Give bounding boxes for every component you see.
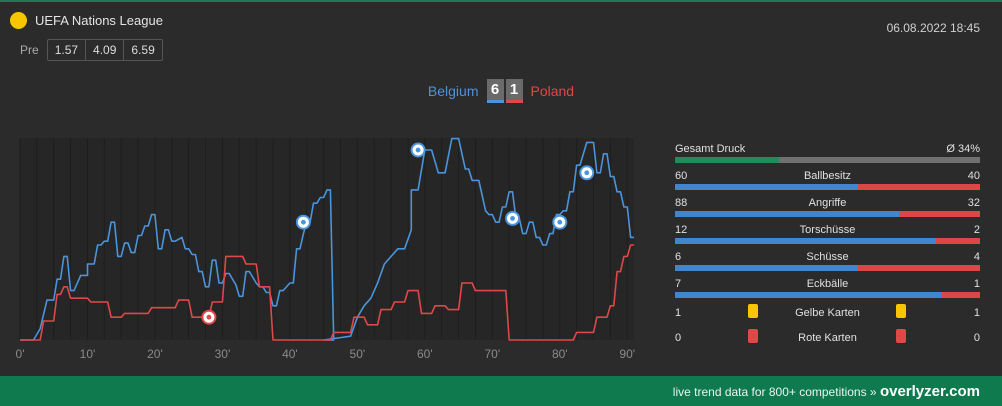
card-row: 1 Gelbe Karten 1 xyxy=(675,302,980,327)
away-score: 1 xyxy=(505,79,523,103)
stat-label: Schüsse xyxy=(806,251,849,263)
home-goal-icon[interactable] xyxy=(552,214,568,230)
stat-row: 7 Eckbälle 1 xyxy=(675,275,980,302)
x-tick-label: 90' xyxy=(619,347,635,361)
stat-bar xyxy=(675,265,980,271)
x-tick-label: 50' xyxy=(350,347,366,361)
druck-bar xyxy=(675,157,980,163)
card-away-value: 0 xyxy=(973,332,980,344)
stat-row: 6 Schüsse 4 xyxy=(675,248,980,275)
x-tick-label: 10' xyxy=(80,347,96,361)
druck-label: Gesamt Druck xyxy=(675,143,746,155)
scoreline: Belgium 6 1 Poland xyxy=(0,79,1002,103)
stat-bar-away xyxy=(858,184,980,190)
x-tick-label: 20' xyxy=(147,347,163,361)
league-header: UEFA Nations League xyxy=(10,12,163,29)
footer-link[interactable]: live trend data for 800+ competitions » … xyxy=(673,383,980,400)
stat-bar-home xyxy=(675,292,942,298)
stat-bar-away xyxy=(936,238,980,244)
stat-druck: Gesamt Druck Ø 34% xyxy=(675,140,980,167)
brand-logo: overlyzer.com xyxy=(879,383,980,400)
home-goal-icon[interactable] xyxy=(579,165,595,181)
stat-bar-home xyxy=(675,238,937,244)
away-team-name[interactable]: Poland xyxy=(530,83,575,99)
x-tick-label: 40' xyxy=(282,347,298,361)
home-team-name[interactable]: Belgium xyxy=(427,83,479,99)
odds-row: Pre 1.57 4.09 6.59 xyxy=(20,39,163,61)
card-label: Rote Karten xyxy=(798,332,857,344)
stat-bar-home xyxy=(675,211,899,217)
card-away-value: 1 xyxy=(973,307,980,319)
stat-bar-away xyxy=(941,292,980,298)
footer-bar: live trend data for 800+ competitions » … xyxy=(0,376,1002,406)
plot-area xyxy=(20,138,634,340)
stat-label: Torschüsse xyxy=(799,224,856,236)
stat-bar xyxy=(675,211,980,217)
stat-bar xyxy=(675,238,980,244)
stat-away-value: 1 xyxy=(973,278,980,290)
odds-box: 1.57 4.09 6.59 xyxy=(46,39,163,61)
yellow-card-icon xyxy=(748,304,758,318)
stat-home-value: 6 xyxy=(675,251,682,263)
stat-away-value: 32 xyxy=(967,197,980,209)
odds-label: Pre xyxy=(20,43,39,57)
stat-home-value: 88 xyxy=(675,197,688,209)
stat-label: Ballbesitz xyxy=(803,170,852,182)
red-card-icon xyxy=(748,329,758,343)
league-name: UEFA Nations League xyxy=(35,13,163,28)
card-row: 0 Rote Karten 0 xyxy=(675,327,980,352)
stat-away-value: 40 xyxy=(967,170,980,182)
stat-home-value: 60 xyxy=(675,170,688,182)
odds-away[interactable]: 6.59 xyxy=(131,43,155,57)
match-date: 06.08.2022 18:45 xyxy=(886,21,980,35)
stat-bar-away xyxy=(898,211,980,217)
away-goal-icon[interactable] xyxy=(201,309,217,325)
x-tick-label: 0' xyxy=(16,347,25,361)
away-pressure-line xyxy=(20,244,634,341)
stat-bar-home xyxy=(675,265,858,271)
stat-bar-home xyxy=(675,184,858,190)
druck-bar-rest xyxy=(778,157,980,163)
league-ball-icon xyxy=(10,12,27,29)
home-score: 6 xyxy=(486,79,504,103)
home-goal-icon[interactable] xyxy=(505,210,521,226)
odds-draw[interactable]: 4.09 xyxy=(86,40,125,60)
stat-bar xyxy=(675,292,980,298)
home-goal-icon[interactable] xyxy=(410,142,426,158)
stat-row: 60 Ballbesitz 40 xyxy=(675,167,980,194)
stat-away-value: 4 xyxy=(973,251,980,263)
stat-label: Angriffe xyxy=(808,197,847,209)
card-home-value: 0 xyxy=(675,332,682,344)
x-tick-label: 80' xyxy=(552,347,568,361)
stat-label: Eckbälle xyxy=(806,278,849,290)
stat-bar-away xyxy=(858,265,980,271)
x-tick-label: 60' xyxy=(417,347,433,361)
stat-home-value: 12 xyxy=(675,224,688,236)
stat-away-value: 2 xyxy=(973,224,980,236)
yellow-card-icon xyxy=(896,304,906,318)
druck-bar-fill xyxy=(675,157,779,163)
pressure-chart: 0' 10' 20' 30' 40' 50' 60' 70' 80' 90' xyxy=(16,137,635,361)
druck-value: Ø 34% xyxy=(946,143,980,155)
stat-home-value: 7 xyxy=(675,278,682,290)
home-goal-icon[interactable] xyxy=(295,214,311,230)
card-home-value: 1 xyxy=(675,307,682,319)
odds-home[interactable]: 1.57 xyxy=(48,40,87,60)
card-label: Gelbe Karten xyxy=(795,307,860,319)
stat-row: 88 Angriffe 32 xyxy=(675,194,980,221)
x-tick-label: 30' xyxy=(215,347,231,361)
stat-bar xyxy=(675,184,980,190)
red-card-icon xyxy=(896,329,906,343)
x-tick-label: 70' xyxy=(484,347,500,361)
footer-text: live trend data for 800+ competitions » xyxy=(672,385,877,399)
stats-panel: Gesamt Druck Ø 34% 60 Ballbesitz 40 88 Angri… xyxy=(675,140,980,352)
stat-row: 12 Torschüsse 2 xyxy=(675,221,980,248)
